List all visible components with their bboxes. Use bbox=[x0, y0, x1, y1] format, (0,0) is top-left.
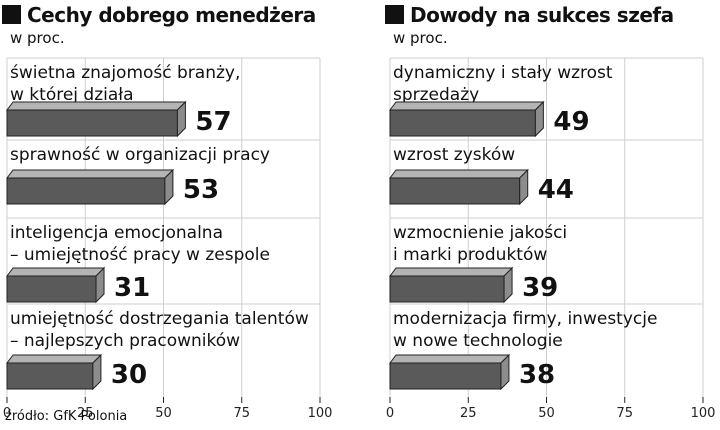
bar-end-face bbox=[164, 168, 174, 206]
x-tick-label: 25 bbox=[460, 406, 477, 421]
x-tick-label: 50 bbox=[155, 406, 172, 421]
category-label: umiejętność dostrzegania talentów bbox=[10, 309, 309, 329]
x-tick-label: 25 bbox=[77, 406, 94, 421]
bar-top-face bbox=[6, 169, 175, 179]
bar-top-face bbox=[389, 354, 511, 364]
chart-title-text: Cechy dobrego menedżera bbox=[27, 3, 316, 27]
source-note: źródło: GfK Polonia bbox=[5, 409, 128, 424]
bar-chart-left: 0 25 50 75 100 świetna znajomość branży,w któ… bbox=[3, 57, 333, 421]
x-tick-label: 50 bbox=[538, 406, 555, 421]
x-tick-label: 0 bbox=[3, 406, 11, 421]
category-label: sprzedaży bbox=[393, 85, 479, 105]
category-label: – umiejętność pracy w zespole bbox=[10, 245, 270, 265]
bar-value-label: 39 bbox=[522, 273, 558, 303]
category-label: wzrost zysków bbox=[393, 145, 515, 165]
bar-top-face bbox=[389, 169, 529, 179]
category-label: dynamiczny i stały wzrost bbox=[393, 63, 613, 83]
category-label: wzmocnienie jakości bbox=[393, 223, 567, 243]
bar-top-face bbox=[6, 267, 106, 277]
bar-chart-right: 0 25 50 75 100 dynamiczny i stały wzrostsprze… bbox=[386, 57, 716, 421]
chart-title-text: Dowody na sukces szefa bbox=[410, 3, 674, 27]
bar-value-label: 57 bbox=[195, 107, 231, 137]
bar-end-face bbox=[92, 353, 102, 391]
bar-value-label: 38 bbox=[519, 360, 555, 390]
bar bbox=[6, 275, 97, 303]
title-square-icon bbox=[2, 5, 21, 24]
category-label: modernizacja firmy, inwestycje bbox=[393, 309, 657, 329]
bar-end-face bbox=[534, 100, 544, 138]
bar-top-face bbox=[6, 354, 103, 364]
bar bbox=[389, 177, 521, 205]
x-tick-label: 75 bbox=[616, 406, 633, 421]
bar bbox=[6, 177, 166, 205]
category-label: inteligencja emocjonalna bbox=[10, 223, 223, 243]
bar bbox=[389, 275, 505, 303]
bar bbox=[389, 109, 536, 137]
chart-title-right: Dowody na sukces szefa bbox=[385, 3, 674, 29]
bar-end-face bbox=[176, 100, 186, 138]
bar-top-face bbox=[389, 267, 514, 277]
bar-top-face bbox=[6, 101, 187, 111]
bar bbox=[6, 109, 178, 137]
bar-end-face bbox=[503, 266, 513, 304]
bar-value-label: 53 bbox=[183, 175, 219, 205]
x-tick-label: 0 bbox=[386, 406, 394, 421]
bar bbox=[6, 362, 94, 390]
category-label: sprawność w organizacji pracy bbox=[10, 145, 270, 165]
bar-value-label: 49 bbox=[553, 107, 589, 137]
bar-value-label: 30 bbox=[111, 360, 147, 390]
bar-value-label: 31 bbox=[114, 273, 150, 303]
chart-unit-label: w proc. bbox=[10, 29, 65, 47]
category-label: – najlepszych pracowników bbox=[10, 331, 240, 351]
bar bbox=[389, 362, 502, 390]
bar-end-face bbox=[519, 168, 529, 206]
chart-panel-left: Cechy dobrego menedżera w proc. 0 25 50 75 1… bbox=[2, 0, 337, 430]
category-label: i marki produktów bbox=[393, 245, 547, 265]
category-label: w nowe technologie bbox=[393, 331, 563, 351]
category-label: w której działa bbox=[10, 85, 134, 105]
bar-end-face bbox=[500, 353, 510, 391]
category-label: świetna znajomość branży, bbox=[10, 63, 240, 83]
x-tick-label: 100 bbox=[308, 406, 333, 421]
bar-end-face bbox=[95, 266, 105, 304]
x-tick-label: 100 bbox=[691, 406, 716, 421]
bar-top-face bbox=[389, 101, 545, 111]
chart-title-left: Cechy dobrego menedżera bbox=[2, 3, 316, 29]
chart-panel-right: Dowody na sukces szefa w proc. 0 25 50 75 10… bbox=[385, 0, 720, 430]
chart-unit-label: w proc. bbox=[393, 29, 448, 47]
x-tick-label: 75 bbox=[233, 406, 250, 421]
bar-value-label: 44 bbox=[538, 175, 574, 205]
title-square-icon bbox=[385, 5, 404, 24]
